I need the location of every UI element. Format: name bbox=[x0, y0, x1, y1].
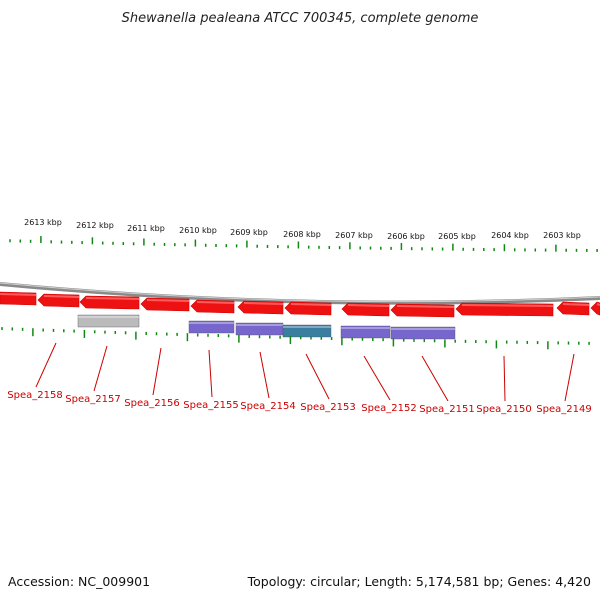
gene-leader-line bbox=[35, 342, 57, 388]
gene-arrow-highlight bbox=[290, 303, 332, 306]
kbp-label: 2608 kbp bbox=[283, 230, 321, 239]
gene-label: Spea_2151 bbox=[419, 404, 474, 415]
gene-arrow-highlight bbox=[0, 293, 37, 296]
gene-label-track: Spea_2158 Spea_2157 Spea_2156 Spea_2155 Spea… bbox=[7, 342, 592, 415]
gene-arrow-highlight bbox=[43, 295, 80, 298]
feature-bar-highlight bbox=[236, 324, 283, 326]
gene-arrow-highlight bbox=[396, 305, 455, 308]
gene-leader-line bbox=[259, 351, 270, 399]
gene-leader-line bbox=[305, 353, 330, 400]
gene-arrow-highlight bbox=[146, 299, 190, 302]
gene-arrow-highlight bbox=[562, 303, 590, 306]
kbp-scale-labels: 2613 kbp 2612 kbp 2611 kbp 2610 kbp 2609 kbp… bbox=[24, 218, 581, 241]
gene-label: Spea_2155 bbox=[183, 400, 238, 411]
gene-leader-line bbox=[363, 355, 391, 401]
accession-text: Accession: NC_009901 bbox=[8, 574, 150, 589]
feature-bar-highlight bbox=[283, 326, 331, 328]
feature-bar-highlight bbox=[341, 327, 390, 329]
gene-leader-line bbox=[208, 349, 213, 398]
kbp-label: 2603 kbp bbox=[543, 231, 581, 240]
gene-leader-line bbox=[564, 353, 575, 402]
gene-arrow-highlight bbox=[461, 304, 554, 307]
feature-bar-highlight bbox=[189, 322, 234, 324]
kbp-label: 2604 kbp bbox=[491, 231, 529, 240]
feature-bar bbox=[340, 325, 391, 339]
kbp-label: 2611 kbp bbox=[127, 224, 165, 233]
feature-bar-highlight bbox=[391, 328, 455, 330]
feature-bar bbox=[77, 314, 140, 328]
gene-leader-line bbox=[503, 355, 506, 402]
genome-backbone-highlight bbox=[0, 282, 600, 303]
genome-backbone bbox=[0, 282, 600, 305]
gene-leader-line bbox=[93, 345, 108, 392]
gene-arrow-highlight bbox=[196, 301, 235, 304]
kbp-label: 2609 kbp bbox=[230, 228, 268, 237]
gene-leader-line bbox=[421, 355, 449, 402]
gene-label: Spea_2158 bbox=[7, 390, 62, 401]
feature-bar bbox=[188, 320, 235, 334]
gene-label: Spea_2153 bbox=[300, 402, 355, 413]
feature-track bbox=[77, 314, 456, 340]
feature-bar bbox=[390, 326, 456, 340]
feature-bar-highlight bbox=[78, 316, 139, 318]
kbp-label: 2612 kbp bbox=[76, 221, 114, 230]
gene-label: Spea_2150 bbox=[476, 404, 531, 415]
gene-arrow-highlight bbox=[243, 302, 284, 305]
kbp-label: 2607 kbp bbox=[335, 231, 373, 240]
lower-tick-track bbox=[1, 327, 590, 350]
kbp-label: 2606 kbp bbox=[387, 232, 425, 241]
kbp-label: 2610 kbp bbox=[179, 226, 217, 235]
genome-title: Shewanella pealeana ATCC 700345, complet… bbox=[122, 11, 479, 26]
kbp-label: 2613 kbp bbox=[24, 218, 62, 227]
gene-label: Spea_2156 bbox=[124, 398, 179, 409]
upper-tick-track bbox=[9, 236, 598, 252]
kbp-label: 2605 kbp bbox=[438, 232, 476, 241]
gene-leader-line bbox=[152, 347, 162, 396]
gene-label: Spea_2154 bbox=[240, 401, 295, 412]
gene-track bbox=[0, 291, 600, 318]
gene-label: Spea_2149 bbox=[536, 404, 591, 415]
feature-bar bbox=[282, 324, 332, 338]
gene-arrow-highlight bbox=[85, 297, 140, 300]
gene-label: Spea_2152 bbox=[361, 403, 416, 414]
gene-arrow-highlight bbox=[347, 304, 390, 307]
genome-summary-text: Topology: circular; Length: 5,174,581 bp… bbox=[247, 574, 591, 589]
gene-label: Spea_2157 bbox=[65, 394, 120, 405]
